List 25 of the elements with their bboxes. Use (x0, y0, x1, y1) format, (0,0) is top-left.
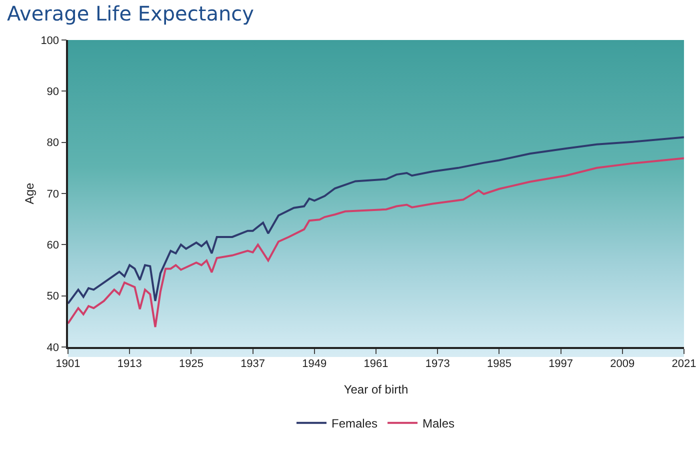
y-tick-label: 50 (46, 290, 60, 303)
y-tick-label: 100 (40, 34, 60, 47)
x-axis-title: Year of birth (344, 382, 408, 396)
y-tick-label: 40 (46, 342, 60, 354)
x-tick-label: 1901 (56, 358, 80, 370)
legend-label: Males (422, 416, 455, 431)
line-series (68, 157, 684, 328)
y-tick-label: 90 (46, 86, 60, 98)
x-tick-label: 1997 (548, 358, 574, 370)
x-tick-label: 1985 (486, 358, 512, 370)
x-tick-label: 1913 (117, 358, 142, 370)
y-tick-label: 80 (46, 137, 60, 150)
x-tick-label: 1925 (178, 358, 204, 370)
y-axis-title: Age (22, 182, 36, 204)
x-tick-label: 2009 (610, 358, 635, 370)
x-tick-label: 2021 (672, 358, 696, 370)
legend-label: Females (332, 416, 378, 431)
chart-title: Average Life Expectancy (7, 2, 254, 26)
line-series (68, 136, 684, 305)
y-tick-label: 70 (46, 188, 60, 200)
x-tick-label: 1937 (240, 358, 266, 370)
x-tick-label: 1961 (364, 358, 388, 370)
x-tick-label: 1949 (302, 358, 327, 370)
x-tick-label: 1973 (425, 358, 450, 370)
y-tick-label: 60 (46, 240, 60, 252)
